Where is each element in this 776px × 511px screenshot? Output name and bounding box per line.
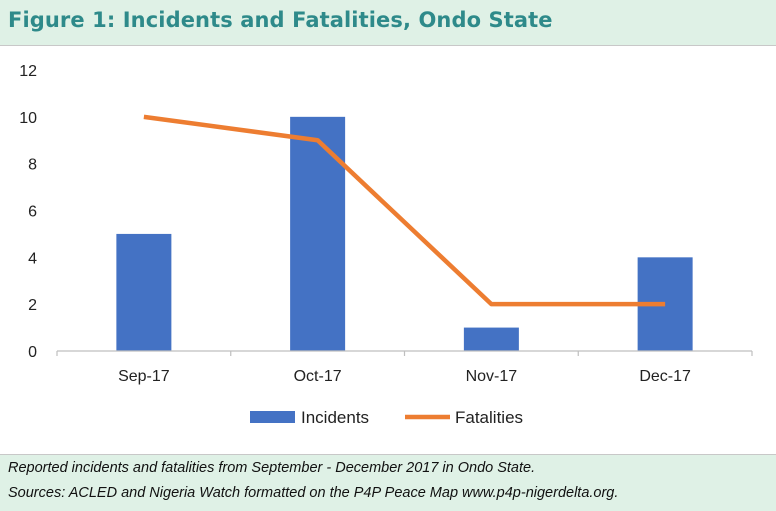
chart-panel: 0 2 4 6 8 10 12 Sep-17 Oct-17 Nov-17 Dec-17 Incid… <box>0 45 776 455</box>
x-axis-tick-marks <box>56 351 753 356</box>
incidents-bars <box>116 116 693 351</box>
y-tick-label: 4 <box>28 250 37 267</box>
incidents-legend-label: Incidents <box>301 408 369 427</box>
y-tick-label: 12 <box>19 63 37 80</box>
y-tick-label: 10 <box>19 110 37 127</box>
fatalities-line <box>143 114 666 307</box>
legend: Incidents Fatalities <box>250 408 523 427</box>
y-tick-label: 2 <box>28 297 37 314</box>
caption-sources: Sources: ACLED and Nigeria Watch formatt… <box>8 485 619 501</box>
incidents-legend-swatch <box>250 411 295 423</box>
chart-svg: 0 2 4 6 8 10 12 Sep-17 Oct-17 Nov-17 Dec-17 Incid… <box>19 63 753 427</box>
fatalities-line-group <box>143 114 666 307</box>
y-tick-label: 0 <box>28 344 37 361</box>
incidents-bar-nov-17 <box>463 327 519 351</box>
x-tick-label: Nov-17 <box>466 368 518 385</box>
x-axis-labels: Sep-17 Oct-17 Nov-17 Dec-17 <box>118 368 691 385</box>
x-tick-label: Sep-17 <box>118 368 170 385</box>
y-axis-ticks: 0 2 4 6 8 10 12 <box>19 63 37 361</box>
caption-description: Reported incidents and fatalities from S… <box>8 460 536 476</box>
y-tick-label: 6 <box>28 204 37 221</box>
fatalities-legend-label: Fatalities <box>455 408 523 427</box>
x-tick-label: Oct-17 <box>294 368 342 385</box>
incidents-bar-oct-17 <box>290 116 346 351</box>
incidents-bar-sep-17 <box>116 233 172 351</box>
figure-title: Figure 1: Incidents and Fatalities, Ondo… <box>8 8 553 32</box>
x-tick-label: Dec-17 <box>639 368 691 385</box>
y-tick-label: 8 <box>28 157 37 174</box>
